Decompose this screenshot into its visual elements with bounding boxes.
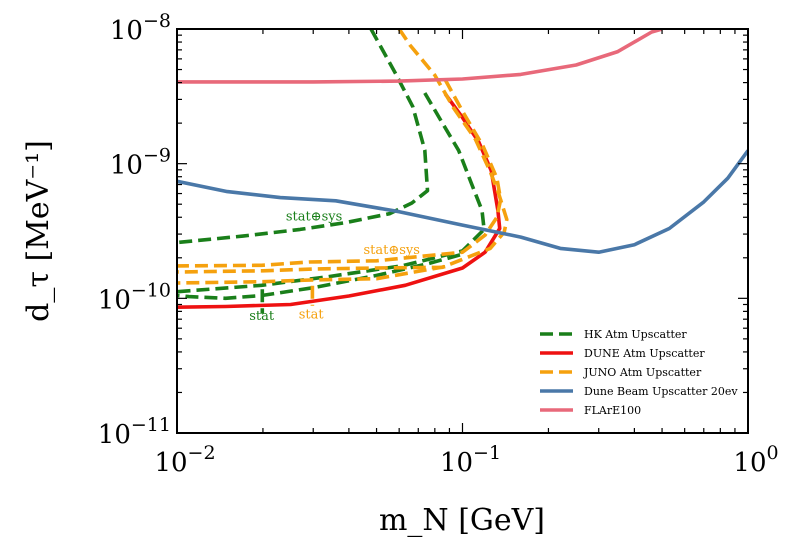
legend-label-2: DUNE Atm Upscatter bbox=[584, 347, 705, 360]
y-tick-label-3: 10−9 bbox=[110, 145, 171, 181]
annotation-1: stat⊕sys bbox=[286, 210, 342, 225]
annotation-2: stat⊕sys bbox=[363, 243, 419, 258]
annotation-4: stat bbox=[299, 308, 325, 323]
annotations: stat⊕sys stat⊕sys stat stat bbox=[249, 210, 420, 324]
series-line-1-segment-1 bbox=[177, 29, 430, 245]
x-tick-label-2: 10−1 bbox=[440, 442, 501, 478]
tick-labels: 10−2 10−1 100 10−11 10−10 10−9 10−8 bbox=[98, 10, 779, 478]
series-line-3-segment-3 bbox=[177, 264, 446, 285]
y-axis-label: d_τ [MeV⁻¹] bbox=[21, 140, 56, 322]
annotation-3: stat bbox=[249, 309, 275, 324]
x-axis-label: m_N [GeV] bbox=[379, 503, 545, 538]
legend: HK Atm Upscatter DUNE Atm Upscatter JUNO A… bbox=[528, 318, 743, 424]
legend-label-3: JUNO Atm Upscatter bbox=[583, 366, 702, 379]
legend-label-4: Dune Beam Upscatter 20ev bbox=[584, 385, 738, 398]
y-tick-label-4: 10−8 bbox=[110, 10, 171, 46]
series-line-4-segment-1 bbox=[177, 149, 748, 254]
x-tick-label-3: 100 bbox=[733, 442, 778, 478]
x-tick-label-1: 10−2 bbox=[154, 442, 215, 478]
legend-label-5: FLArE100 bbox=[584, 404, 641, 417]
y-tick-label-1: 10−11 bbox=[98, 414, 171, 450]
legend-label-1: HK Atm Upscatter bbox=[584, 328, 687, 341]
series-line-5-segment-1 bbox=[177, 29, 663, 84]
series-line-3-segment-2 bbox=[177, 78, 503, 268]
series-line-2-segment-1 bbox=[177, 92, 502, 309]
ticks-layer bbox=[176, 28, 749, 434]
series-layer bbox=[177, 29, 748, 314]
series-line-3-segment-1 bbox=[177, 29, 509, 274]
y-tick-label-2: 10−10 bbox=[98, 279, 171, 315]
